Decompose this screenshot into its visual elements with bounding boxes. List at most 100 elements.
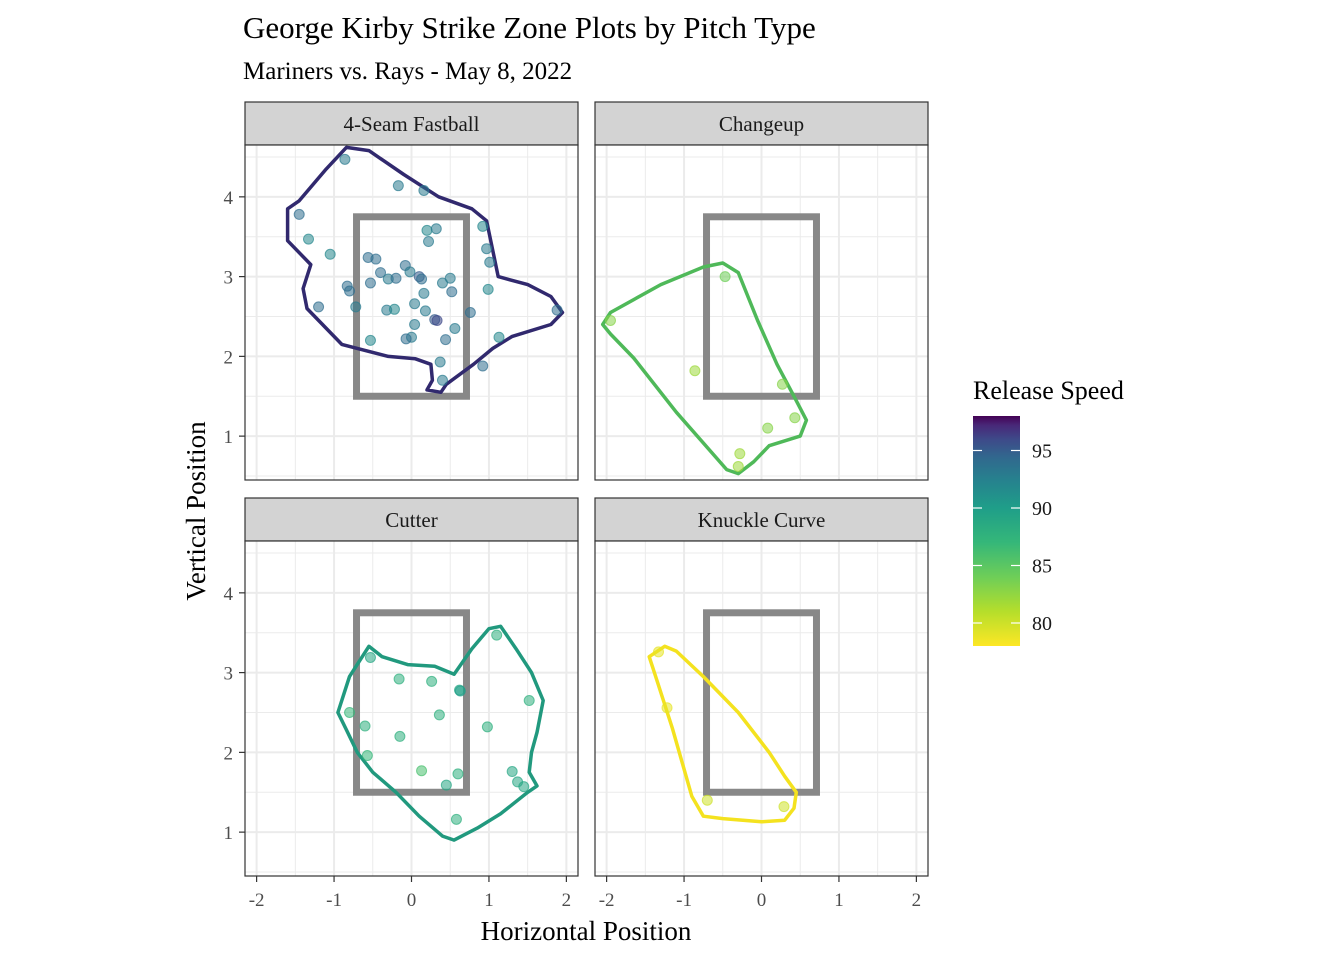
- pitch-point: [518, 781, 530, 793]
- pitch-points: [653, 646, 790, 813]
- legend-colorbar: [973, 416, 1020, 646]
- pitch-point: [416, 273, 428, 285]
- pitch-point: [370, 253, 382, 265]
- y-tick-label: 2: [224, 347, 234, 368]
- panel-grid: [595, 145, 928, 480]
- x-tick-label: 2: [562, 890, 572, 911]
- pitch-point: [313, 301, 325, 313]
- pitch-point: [293, 208, 305, 220]
- pitch-point: [418, 184, 430, 196]
- pitch-hull: [336, 624, 545, 842]
- legend-title: Release Speed: [973, 376, 1124, 405]
- facet-strip: [594, 497, 929, 542]
- pitch-point: [493, 331, 505, 343]
- x-tick-label: -1: [326, 890, 342, 911]
- facet-strip: [244, 497, 579, 542]
- panel-border: [594, 144, 929, 481]
- facet-panel-knuckle-curve: Knuckle Curve -2 -1 0 1 2: [594, 497, 929, 911]
- pitch-point: [430, 223, 442, 235]
- pitch-point: [350, 301, 362, 313]
- x-tick-label: 1: [484, 890, 494, 911]
- legend-tick-label: 90: [1032, 498, 1052, 520]
- pitch-point: [364, 277, 376, 289]
- pitch-point: [324, 248, 336, 260]
- pitch-hull: [285, 145, 565, 395]
- pitch-point: [440, 779, 452, 791]
- legend-tick-label: 95: [1032, 441, 1052, 463]
- pitch-point: [452, 768, 464, 780]
- chart-title: George Kirby Strike Zone Plots by Pitch …: [243, 10, 816, 45]
- pitch-point: [400, 333, 412, 345]
- pitch-point: [390, 272, 402, 284]
- pitch-point: [409, 298, 421, 310]
- pitch-point: [449, 322, 461, 334]
- x-tick-label: 0: [757, 890, 767, 911]
- pitch-point: [392, 180, 404, 192]
- pitch-point: [776, 378, 788, 390]
- pitch-point: [444, 272, 456, 284]
- pitch-point: [778, 801, 790, 813]
- pitch-point: [440, 334, 452, 346]
- facet-strip-label: Changeup: [719, 112, 804, 136]
- pitch-point: [523, 695, 535, 707]
- pitch-point: [477, 360, 489, 372]
- pitch-point: [434, 356, 446, 368]
- color-legend: Release Speed 80 85 90 95: [973, 376, 1124, 646]
- pitch-point: [551, 304, 563, 316]
- pitch-point: [344, 706, 356, 718]
- legend-tick-label: 80: [1032, 613, 1052, 635]
- y-tick-label: 3: [224, 268, 234, 289]
- panel-grid: [595, 541, 928, 876]
- pitch-point: [418, 287, 430, 299]
- pitch-point: [393, 673, 405, 685]
- pitch-point: [419, 305, 431, 317]
- y-tick-label: 4: [224, 188, 234, 209]
- y-tick-label: 4: [224, 584, 234, 605]
- y-tick-label: 1: [224, 427, 234, 448]
- facet-panel-4-seam-fastball: 4-Seam Fastball 1 2 3 4: [224, 101, 579, 481]
- pitch-point: [446, 286, 458, 298]
- strike-zone: [703, 609, 820, 796]
- pitch-point: [344, 285, 356, 297]
- pitch-point: [421, 224, 433, 236]
- y-tick-label: 1: [224, 823, 234, 844]
- pitch-point: [484, 256, 496, 268]
- facet-strip-label: 4-Seam Fastball: [344, 112, 480, 136]
- x-axis-label: Horizontal Position: [481, 916, 692, 946]
- pitch-point: [416, 765, 428, 777]
- pitch-point: [339, 153, 351, 165]
- pitch-point: [477, 220, 489, 232]
- pitch-point: [762, 422, 774, 434]
- pitch-point: [481, 243, 493, 255]
- pitch-points: [344, 629, 535, 825]
- pitch-point: [388, 303, 400, 315]
- pitch-point: [482, 283, 494, 295]
- panel-border: [244, 144, 579, 481]
- pitch-point: [436, 374, 448, 386]
- pitch-point: [734, 448, 746, 460]
- pitch-points: [604, 271, 801, 472]
- pitch-point: [394, 730, 406, 742]
- pitch-point: [303, 233, 315, 245]
- y-axis-label: Vertical Position: [181, 421, 211, 601]
- pitch-point: [732, 460, 744, 472]
- pitch-point: [426, 675, 438, 687]
- pitch-point: [604, 314, 616, 326]
- facet-panel-cutter: Cutter 1 2 3 4 -2 -1 0 1 2: [224, 497, 579, 911]
- pitch-point: [481, 721, 493, 733]
- panel-grid: [245, 541, 578, 876]
- pitch-point: [364, 334, 376, 346]
- x-tick-label: 0: [407, 890, 417, 911]
- facet-panel-changeup: Changeup: [594, 101, 929, 481]
- pitch-hull: [600, 261, 809, 476]
- pitch-point: [719, 271, 731, 283]
- y-tick-label: 2: [224, 743, 234, 764]
- pitch-point: [361, 750, 373, 762]
- pitch-point: [506, 766, 518, 778]
- pitch-point: [404, 266, 416, 278]
- pitch-point: [423, 236, 435, 248]
- pitch-point: [431, 314, 443, 326]
- strike-zone: [353, 609, 470, 796]
- pitch-point: [409, 318, 421, 330]
